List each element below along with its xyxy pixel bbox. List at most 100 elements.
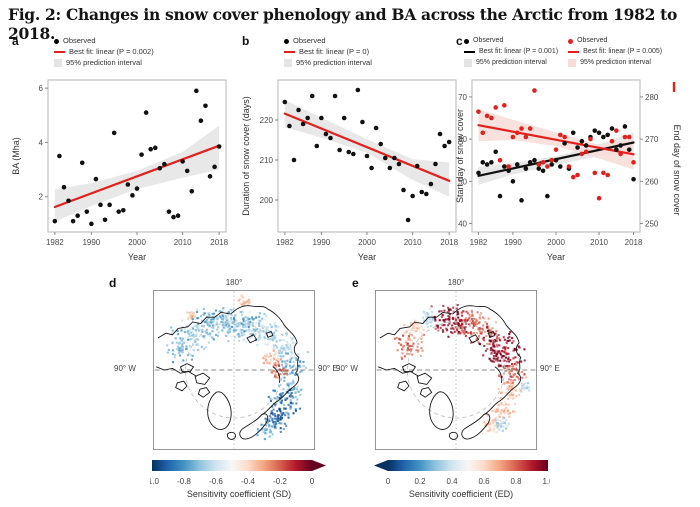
map-cell [265, 418, 268, 421]
map-cell [244, 326, 247, 329]
map-cell [434, 318, 437, 321]
map-cell [192, 311, 196, 314]
map-cell [482, 324, 485, 327]
map-cell [513, 347, 516, 350]
map-cell [171, 349, 174, 352]
map-cell [278, 368, 281, 371]
map-cell [487, 317, 490, 320]
observed-point [369, 165, 374, 171]
observed-point [401, 187, 406, 193]
map-cell [283, 348, 286, 351]
map-cell [406, 342, 409, 345]
map-cell [403, 331, 406, 334]
map-cell [262, 423, 265, 426]
map-cell [260, 319, 263, 322]
map-cell [274, 335, 277, 338]
x-axis-label: Year [547, 252, 565, 262]
map-cell [460, 320, 463, 323]
map-cell [515, 395, 518, 398]
map-cell [227, 340, 230, 343]
map-cells-group [154, 291, 314, 449]
map-cell [238, 324, 241, 327]
map-cell [296, 388, 299, 391]
observed-point [194, 88, 199, 94]
observed-point [341, 115, 347, 121]
observed-point [287, 123, 292, 129]
map-cell [427, 321, 430, 324]
map-cell [211, 321, 214, 324]
legend-item: Best fit: linear (P = 0.002) [54, 47, 154, 57]
map-cell [167, 348, 170, 351]
observed-point [405, 217, 411, 223]
map-cell [258, 312, 261, 315]
map-cell [259, 330, 262, 333]
coastline [402, 363, 416, 373]
map-cell [464, 322, 468, 325]
observed-point [121, 207, 126, 213]
map-cell [257, 337, 260, 340]
colorbar-tick-label: 0 [310, 477, 315, 486]
map-cell [492, 342, 495, 345]
map-cell [204, 331, 207, 334]
legend-item-label: Observed [63, 36, 96, 45]
map-cell [235, 322, 239, 325]
colorbar-sd-label: Sensitivity coefficient (SD) [186, 489, 292, 499]
legend-item-label: Best fit: linear (P = 0.001) [479, 48, 559, 55]
map-cell [442, 304, 445, 307]
map-cell [299, 365, 302, 368]
observed-point [549, 157, 554, 163]
map-cell [286, 345, 289, 348]
map-cell [273, 413, 276, 416]
map-cell [426, 312, 429, 315]
map-cell [191, 354, 194, 357]
colorbar-arrow-right [312, 460, 326, 471]
map-cell [212, 315, 215, 318]
map-cell [274, 344, 277, 347]
map-cell [279, 392, 283, 395]
map-cell [509, 412, 512, 415]
map-cell [464, 327, 467, 330]
map-cell [452, 306, 455, 309]
map-cell [181, 348, 184, 351]
map-cell [225, 324, 228, 327]
map-cell [491, 419, 494, 422]
map-cell [408, 328, 411, 331]
map-cell [291, 337, 294, 340]
map-cell [207, 333, 210, 336]
map-cell [286, 359, 289, 362]
map-cell [176, 348, 179, 351]
map-cell [294, 367, 297, 370]
map-cell [240, 304, 243, 308]
map-cell [401, 352, 404, 355]
map-cell [272, 365, 275, 368]
map-cell [290, 352, 294, 355]
map-cell [217, 331, 220, 334]
best-fit-line [53, 144, 221, 209]
map-cell [454, 322, 457, 325]
observed-point [282, 99, 288, 105]
map-cell [499, 424, 502, 427]
x-tick-label: 1990 [504, 238, 522, 247]
map-cell [504, 382, 507, 385]
map-cell [496, 356, 500, 359]
colorbar-ed: 0 0.2 0.4 0.6 0.8 1.0 [374, 460, 550, 486]
observed-point [319, 115, 324, 121]
map-frame [153, 290, 315, 450]
map-cell [286, 342, 289, 346]
map-cell [447, 315, 450, 318]
map-cell [299, 370, 302, 374]
map-cell [451, 318, 454, 321]
map-cell [287, 384, 290, 387]
map-cell [263, 354, 266, 357]
x-tick-label: 2018 [625, 238, 643, 247]
map-cell [518, 372, 521, 375]
coastline [207, 391, 232, 430]
map-cell [197, 348, 200, 352]
map-cell [506, 360, 509, 363]
map-cell [293, 388, 296, 391]
map-cell [278, 407, 282, 410]
map-cell [421, 316, 425, 319]
coastline [265, 331, 274, 338]
observed-point [570, 174, 576, 180]
map-cell [278, 408, 281, 412]
